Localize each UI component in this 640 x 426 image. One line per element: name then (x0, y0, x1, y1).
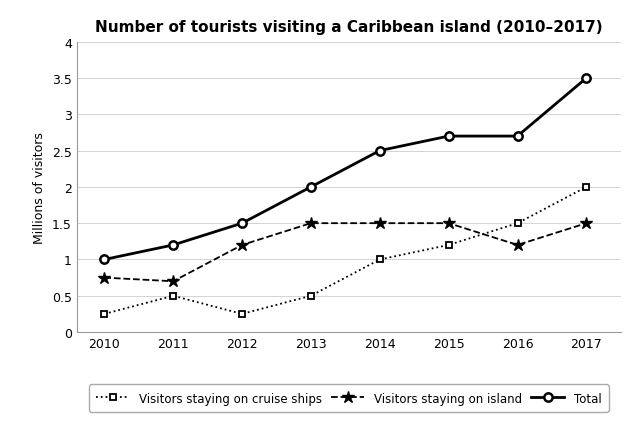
Title: Number of tourists visiting a Caribbean island (2010–2017): Number of tourists visiting a Caribbean … (95, 20, 603, 35)
Legend: Visitors staying on cruise ships, Visitors staying on island, Total: Visitors staying on cruise ships, Visito… (89, 385, 609, 412)
Y-axis label: Millions of visitors: Millions of visitors (33, 132, 46, 243)
